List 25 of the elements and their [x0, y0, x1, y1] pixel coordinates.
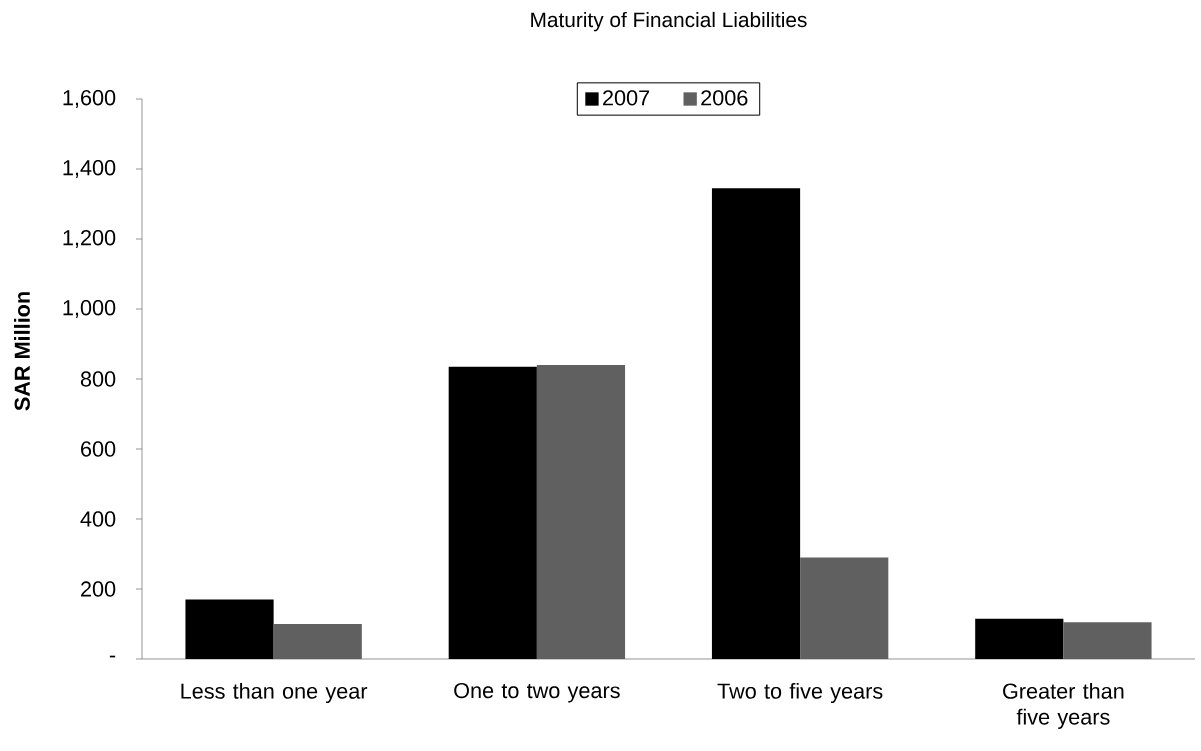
bar: [800, 557, 889, 659]
y-tick-label: 800: [80, 371, 116, 387]
x-tick-label: Two to five years: [717, 682, 883, 704]
y-tick-label: 1,600: [63, 90, 116, 108]
y-tick-label: 600: [81, 441, 116, 457]
y-tick-label: 1,400: [63, 160, 116, 178]
bar: [1063, 622, 1152, 659]
y-tick-label: 1,200: [63, 230, 116, 248]
bar: [448, 366, 537, 659]
chart-title: Maturity of Financial Liabilities: [531, 11, 807, 32]
bar: [975, 618, 1064, 659]
legend-label: 2006: [701, 90, 748, 106]
y-tick-label: 1,000: [63, 300, 116, 318]
bar: [273, 624, 362, 659]
bar: [536, 365, 626, 659]
x-tick-label: One to two years: [454, 682, 620, 703]
legend-label: 2007: [603, 90, 650, 106]
y-tick-label: 400: [80, 511, 116, 527]
bar: [711, 188, 801, 659]
x-tick-label: Greater than five years: [1003, 682, 1124, 729]
x-tick-label: Less than one year: [181, 682, 368, 704]
y-axis-title: SAR Million: [14, 292, 30, 411]
y-tick-label: -: [109, 655, 116, 658]
y-tick-label: 200: [81, 581, 116, 597]
bar: [185, 599, 274, 659]
